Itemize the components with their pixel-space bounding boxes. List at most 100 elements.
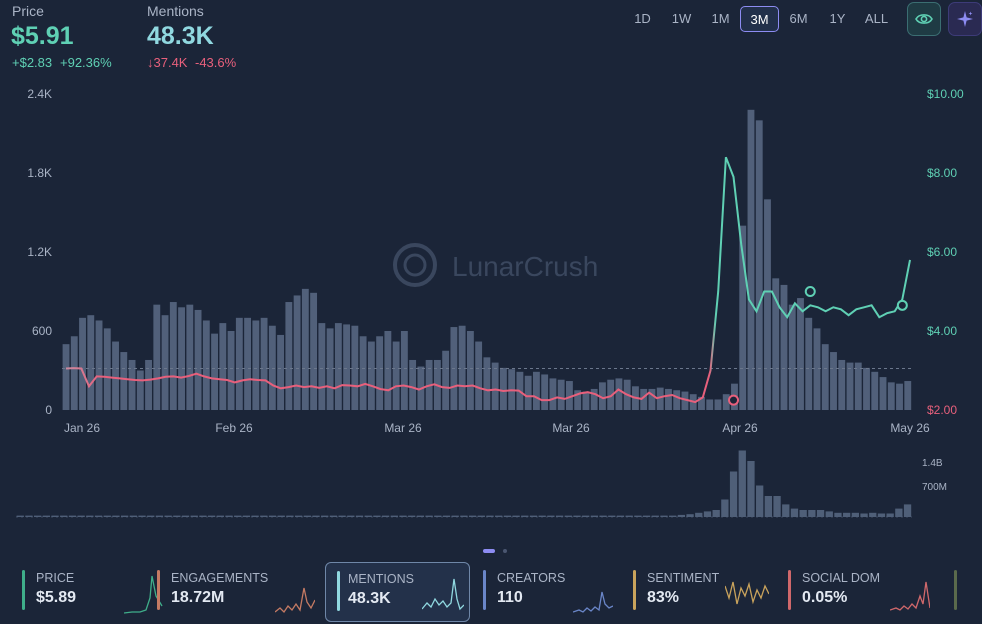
metric-card-social-dom[interactable]: SOCIAL DOM 0.05% [788,562,938,622]
mentions-value: 48.3K [147,22,214,50]
mentions-bar [607,379,615,410]
timeframe-6m[interactable]: 6M [789,11,808,26]
mentions-bar [285,302,293,410]
timeframe-1m[interactable]: 1M [711,11,730,26]
mentions-bar [764,199,771,410]
mentions-bar [499,367,507,410]
volume-bar [442,515,451,517]
mentions-bar [532,371,540,410]
volume-bar [364,515,372,517]
mentions-bar [491,362,499,410]
volume-bar [338,515,346,517]
metric-card-label: SOCIAL DOM [802,571,881,585]
volume-bar [434,515,442,517]
volume-bar [903,504,912,517]
volume-bar [181,515,190,517]
timeframe-1y[interactable]: 1Y [829,11,846,26]
volume-bar [373,515,381,517]
metric-card-price[interactable]: PRICE $5.89 [22,562,163,622]
metric-card-creators[interactable]: CREATORS 110 [483,562,623,622]
ai-insights-button[interactable] [948,2,982,36]
metric-card-mentions[interactable]: MENTIONS 48.3K [325,562,470,622]
volume-bar [547,515,555,517]
metric-card-sentiment[interactable]: SENTIMENT 83% [633,562,773,622]
mentions-bar [565,381,573,410]
metric-card-label: MENTIONS [348,572,414,586]
price-marker[interactable] [728,394,740,406]
y-right-tick: $10.00 [927,87,964,101]
mentions-bar [475,341,483,410]
volume-bar [138,515,146,517]
mentions-bar [301,288,309,410]
volume-bar [468,515,477,517]
price-change-abs: +$2.83 [12,55,53,70]
mentions-bar [466,331,474,410]
mentions-bar [103,328,111,410]
mentions-bar [863,367,870,410]
mentions-bar [359,336,367,410]
mentions-bar [211,333,218,410]
volume-bar [329,515,338,517]
mentions-bar [194,309,202,410]
mentions-bar [268,325,276,410]
volume-bar [355,515,364,517]
volume-bar [843,512,851,517]
volume-bar [590,515,599,517]
mentions-bar [780,284,788,410]
y-right-tick: $4.00 [927,324,957,338]
price-marker[interactable] [896,299,908,311]
metric-card-label: PRICE [36,571,75,585]
volume-bar [312,515,320,517]
price-label: Price [12,3,44,19]
volume-bar [521,515,529,517]
volume-bar [634,515,642,517]
timeframe-all[interactable]: ALL [864,11,889,26]
volume-bar [199,515,207,517]
mentions-bar [392,341,400,410]
mentions-bar [120,352,128,410]
mentions-bar [79,317,86,410]
mentions-bar [334,323,342,410]
volume-bar [616,515,625,517]
mentions-bar [747,109,755,411]
mentions-bar [458,325,466,410]
price-change-pct: +92.36% [60,55,112,70]
mentions-bar [879,377,887,410]
mentions-bar [549,378,557,410]
mentions-bar [128,359,136,410]
mentions-bar [714,399,722,410]
metric-card-label: ENGAGEMENTS [171,571,269,585]
volume-bar [877,513,886,517]
volume-bar [703,511,712,517]
mentions-bar [400,331,408,410]
volume-bar [242,515,251,517]
volume-bar [660,515,668,517]
sparkline-creators [573,591,613,613]
mentions-bar [384,331,392,410]
price-marker[interactable] [804,286,816,297]
metric-card-value: 0.05% [802,589,848,606]
x-tick: Mar 26 [384,421,422,435]
metric-card-partial[interactable] [950,562,982,622]
volume-bar [677,514,686,517]
volume-bar [608,515,616,517]
mentions-bar [169,302,177,410]
metric-card-engagements[interactable]: ENGAGEMENTS 18.72M [157,562,317,622]
volume-bar [756,485,764,517]
volume-bar [529,515,538,517]
timeframe-3m[interactable]: 3M [740,6,779,32]
card-pagination[interactable] [483,548,513,556]
volume-bar [251,515,259,517]
volume-bar [808,510,816,517]
volume-bar [477,515,485,517]
x-tick: Apr 26 [722,421,758,435]
timeframe-1w[interactable]: 1W [671,11,692,26]
mentions-bar [136,370,144,410]
timeframe-1d[interactable]: 1D [634,11,651,26]
view-toggle-button[interactable] [907,2,941,36]
volume-bar [851,512,860,517]
volume-bar [625,515,633,517]
volume-bar [190,515,198,517]
mentions-bar [904,381,912,410]
volume-bar [886,513,894,517]
